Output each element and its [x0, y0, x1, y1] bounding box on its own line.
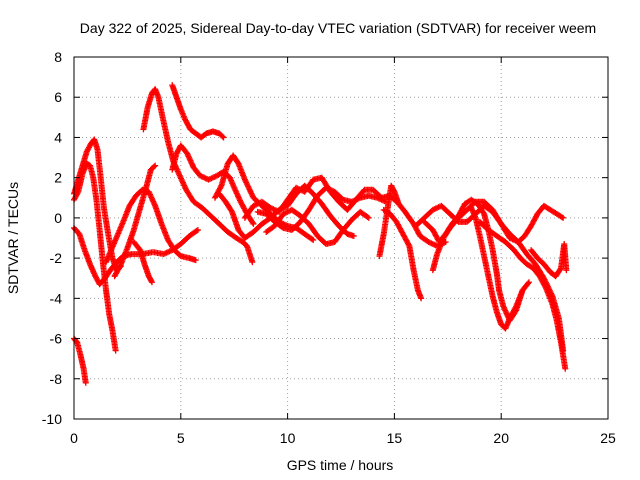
x-tick-label: 20: [493, 430, 509, 446]
data-point: [193, 227, 200, 234]
data-point: [194, 226, 201, 233]
data-marks: [71, 82, 570, 386]
data-point: [364, 214, 371, 221]
data-point: [557, 266, 564, 273]
series-s21: [468, 204, 526, 332]
series-s9: [169, 82, 227, 141]
y-tick-label: -2: [50, 250, 63, 266]
y-tick-label: -10: [42, 411, 62, 427]
data-point: [250, 220, 257, 227]
y-tick-label: 4: [54, 129, 62, 145]
data-point: [82, 379, 89, 386]
x-tick-label: 25: [600, 430, 616, 446]
y-tick-label: -6: [50, 331, 63, 347]
series-s2: [71, 160, 119, 354]
series-s4: [71, 335, 89, 386]
data-point: [512, 304, 519, 311]
data-point: [405, 241, 412, 248]
series-s17: [380, 206, 425, 302]
data-point: [152, 162, 159, 169]
series-s5: [103, 186, 199, 266]
series-s23: [528, 241, 570, 280]
data-point: [117, 262, 124, 269]
data-point: [365, 214, 372, 221]
y-tick-label: -4: [50, 290, 63, 306]
data-point: [219, 133, 226, 140]
series-s6: [111, 162, 159, 280]
series-s16: [376, 182, 449, 260]
x-axis-label: GPS time / hours: [287, 457, 394, 473]
data-point: [112, 347, 119, 354]
data-point: [350, 232, 357, 239]
data-point: [192, 257, 199, 264]
data-point: [148, 279, 155, 286]
y-tick-label: -8: [50, 371, 63, 387]
series-s15: [263, 206, 372, 248]
x-tick-label: 5: [177, 430, 185, 446]
data-point: [310, 237, 317, 244]
data-point: [563, 267, 570, 274]
plot-frame: [73, 56, 609, 420]
axis-ticks: [73, 56, 609, 420]
chart-title: Day 322 of 2025, Sidereal Day-to-day VTE…: [80, 20, 596, 36]
data-point: [480, 209, 487, 216]
y-tick-label: 8: [54, 49, 62, 65]
data-point: [217, 184, 224, 191]
y-axis-label: SDTVAR / TECUs: [5, 182, 21, 294]
data-point: [309, 236, 316, 243]
series-s22: [476, 218, 569, 372]
data-point: [220, 134, 227, 141]
data-point: [74, 190, 81, 197]
series-s7: [130, 239, 155, 286]
data-point: [558, 214, 565, 221]
data-point: [418, 295, 425, 302]
x-tick-label: 0: [70, 430, 78, 446]
x-tick-labels: 0 5 10 15 20 25: [70, 430, 616, 446]
data-point: [525, 280, 532, 287]
data-point: [560, 214, 567, 221]
data-point: [249, 219, 256, 226]
data-point: [519, 287, 526, 294]
y-tick-label: 2: [54, 170, 62, 186]
grid-lines: [74, 57, 608, 419]
y-tick-label: 6: [54, 89, 62, 105]
x-tick-label: 15: [387, 430, 403, 446]
x-tick-label: 10: [280, 430, 296, 446]
data-point: [542, 283, 549, 290]
series-s11: [211, 152, 317, 244]
data-point: [249, 259, 256, 266]
y-tick-label: 0: [54, 210, 62, 226]
data-point: [151, 163, 158, 170]
series-s8: [140, 86, 256, 266]
y-tick-labels: -10 -8 -6 -4 -2 0 2 4 6 8: [42, 49, 62, 427]
data-point: [525, 279, 532, 286]
data-point: [562, 365, 569, 372]
